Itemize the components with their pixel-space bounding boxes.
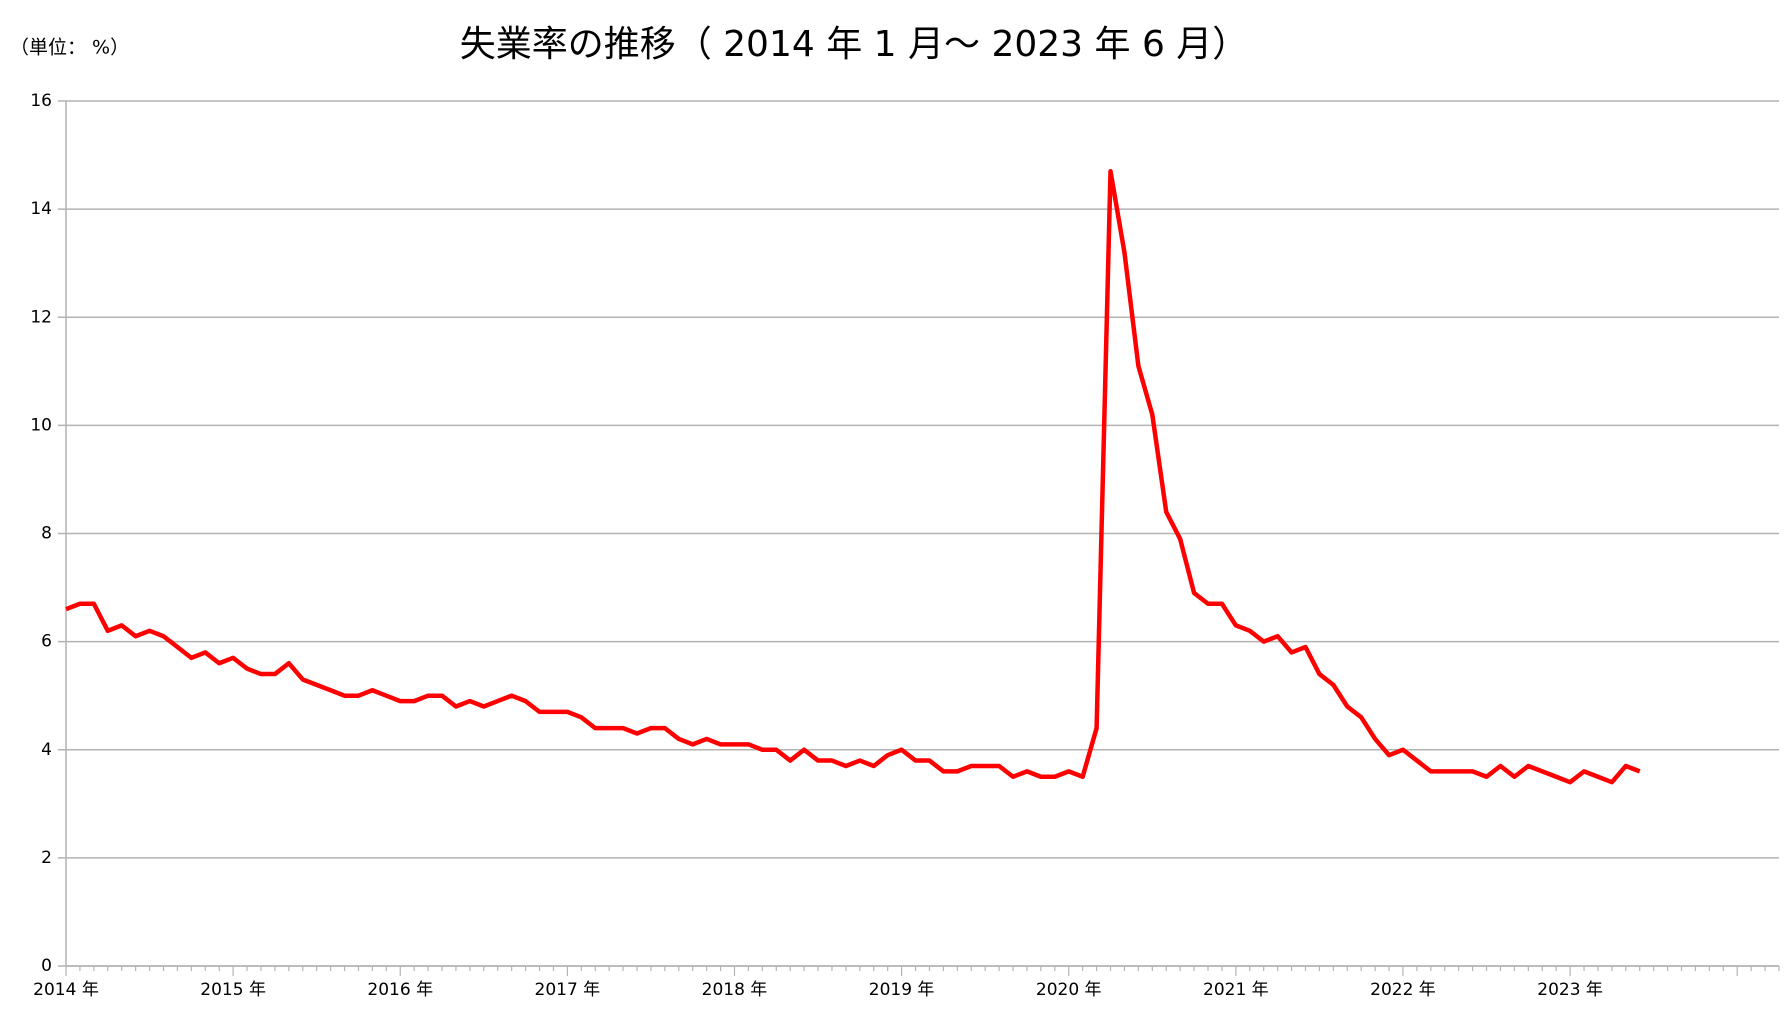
x-tick-label: 2021 年 bbox=[1203, 980, 1269, 1000]
x-tick-label: 2018 年 bbox=[702, 980, 768, 1000]
y-tick-label: 6 bbox=[41, 632, 52, 652]
y-tick-label: 8 bbox=[41, 524, 52, 544]
x-tick-label: 2016 年 bbox=[367, 980, 433, 1000]
x-tick-label: 2015 年 bbox=[200, 980, 266, 1000]
data-line bbox=[65, 169, 1641, 785]
unit-label: （単位： %） bbox=[10, 37, 129, 59]
x-tick-label: 2014 年 bbox=[33, 980, 99, 1000]
y-tick-label: 14 bbox=[30, 199, 52, 219]
x-tick-label: 2019 年 bbox=[869, 980, 935, 1000]
y-tick-label: 10 bbox=[30, 415, 52, 435]
x-tick-label: 2017 年 bbox=[535, 980, 601, 1000]
x-tick-label: 2022 年 bbox=[1370, 980, 1436, 1000]
y-tick-label: 0 bbox=[41, 956, 52, 976]
y-tick-label: 4 bbox=[41, 740, 52, 760]
chart-title: 失業率の推移（ 2014 年 1 月～ 2023 年 6 月） bbox=[460, 24, 1249, 65]
y-tick-label: 16 bbox=[30, 91, 52, 111]
x-tick-label: 2020 年 bbox=[1036, 980, 1102, 1000]
y-tick-label: 12 bbox=[30, 307, 52, 327]
y-tick-label: 2 bbox=[41, 848, 52, 868]
x-tick-label: 2023 年 bbox=[1537, 980, 1603, 1000]
